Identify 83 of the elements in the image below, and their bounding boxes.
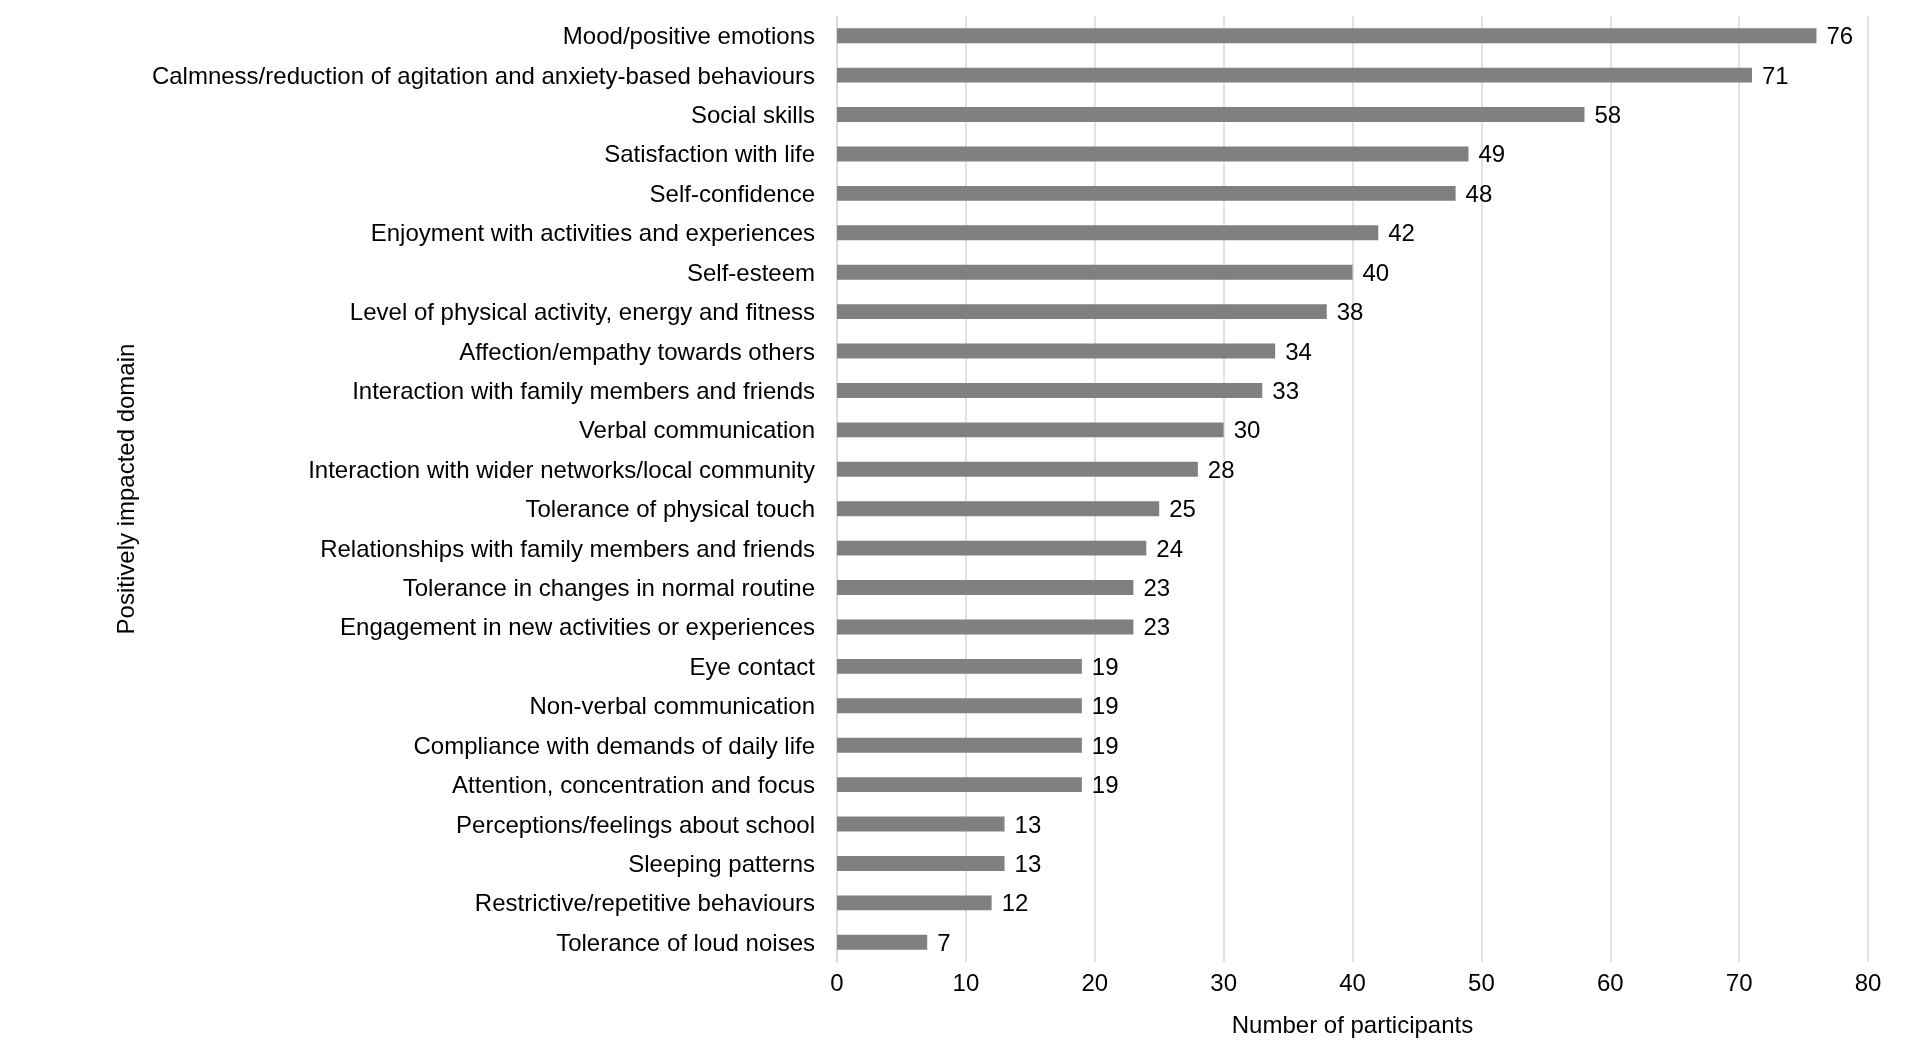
data-label: 58 <box>1594 101 1622 129</box>
y-tick-label: Tolerance of loud noises <box>556 928 815 956</box>
bar <box>837 540 1147 556</box>
y-tick-label: Interaction with wider networks/local community <box>308 455 815 483</box>
data-label: 25 <box>1169 495 1196 523</box>
data-label: 19 <box>1091 771 1119 799</box>
x-tick-label: 70 <box>1725 968 1753 996</box>
data-label: 42 <box>1388 219 1415 247</box>
x-tick-label: 10 <box>952 968 980 996</box>
bar <box>837 698 1082 714</box>
x-tick-label: 50 <box>1468 968 1495 996</box>
y-tick-label: Interaction with family members and friends <box>352 376 815 404</box>
y-tick-label: Non-verbal communication <box>529 692 815 720</box>
y-axis-title: Positively impacted domain <box>111 343 139 635</box>
data-label: 24 <box>1156 534 1183 562</box>
y-tick-label: Enjoyment with activities and experiences <box>370 219 815 247</box>
y-tick-label: Social skills <box>690 101 815 129</box>
bar <box>837 304 1327 320</box>
bar <box>837 777 1082 793</box>
x-tick-label: 20 <box>1081 968 1109 996</box>
bar <box>837 343 1276 359</box>
y-tick-label: Level of physical activity, energy and fitness <box>349 298 815 326</box>
y-tick-label: Self-esteem <box>686 258 815 286</box>
x-tick-label: 80 <box>1854 968 1882 996</box>
bar <box>837 501 1160 517</box>
y-tick-label: Relationships with family members and friends <box>320 534 815 562</box>
data-label: 30 <box>1233 416 1261 444</box>
data-label: 12 <box>1001 889 1029 917</box>
data-label: 48 <box>1465 179 1493 207</box>
y-tick-label: Engagement in new activities or experiences <box>340 613 815 641</box>
bar <box>837 107 1585 123</box>
data-label: 23 <box>1143 574 1171 602</box>
bar <box>837 264 1353 280</box>
data-label: 33 <box>1272 376 1299 404</box>
x-axis-title: Number of participants <box>1231 1010 1474 1038</box>
y-tick-label: Satisfaction with life <box>604 140 815 168</box>
data-label: 7 <box>937 928 951 956</box>
y-tick-label: Attention, concentration and focus <box>452 771 815 799</box>
bar <box>837 816 1005 832</box>
y-tick-label: Mood/positive emotions <box>562 22 815 50</box>
y-tick-label: Tolerance of physical touch <box>525 495 815 523</box>
y-tick-label: Affection/empathy towards others <box>459 337 815 365</box>
bar <box>837 461 1198 477</box>
data-label: 28 <box>1207 455 1235 483</box>
bar <box>837 382 1263 398</box>
bar <box>837 185 1456 201</box>
data-label: 49 <box>1478 140 1506 168</box>
bar <box>837 146 1469 162</box>
bar <box>837 658 1082 674</box>
y-tick-label: Compliance with demands of daily life <box>413 731 815 759</box>
y-tick-label: Self-confidence <box>649 179 815 207</box>
bar <box>837 580 1134 596</box>
data-label: 19 <box>1091 652 1119 680</box>
bar <box>837 67 1753 83</box>
x-tick-label: 30 <box>1210 968 1237 996</box>
y-tick-label: Verbal communication <box>578 416 815 444</box>
data-label: 38 <box>1336 298 1364 326</box>
x-tick-label: 60 <box>1596 968 1624 996</box>
bar <box>837 737 1082 753</box>
data-label: 13 <box>1014 810 1042 838</box>
data-label: 13 <box>1014 849 1042 877</box>
data-label: 23 <box>1143 613 1171 641</box>
y-tick-label: Restrictive/repetitive behaviours <box>474 889 815 917</box>
data-label: 76 <box>1826 22 1854 50</box>
y-tick-label: Eye contact <box>689 652 816 680</box>
y-tick-label: Tolerance in changes in normal routine <box>402 574 815 602</box>
y-tick-label: Perceptions/feelings about school <box>456 810 815 838</box>
data-label: 19 <box>1091 731 1119 759</box>
bar <box>837 619 1134 635</box>
x-tick-label: 0 <box>830 968 844 996</box>
bar <box>837 225 1379 241</box>
x-tick-label: 40 <box>1339 968 1366 996</box>
bar <box>837 855 1005 871</box>
bar <box>837 28 1817 44</box>
data-label: 19 <box>1091 692 1119 720</box>
bar <box>837 422 1224 438</box>
data-label: 40 <box>1362 258 1390 286</box>
data-label: 34 <box>1285 337 1312 365</box>
bar <box>837 895 992 911</box>
y-tick-label: Sleeping patterns <box>628 849 815 877</box>
bar <box>837 934 928 950</box>
y-tick-label: Calmness/reduction of agitation and anxiety-based behaviours <box>151 61 815 89</box>
data-label: 71 <box>1762 61 1789 89</box>
